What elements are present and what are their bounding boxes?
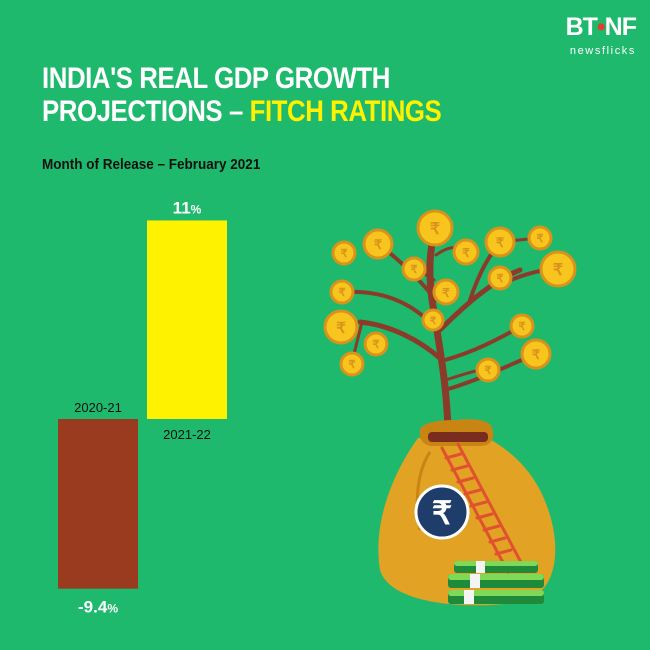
coin-icon: ₹ xyxy=(484,226,516,258)
svg-text:₹: ₹ xyxy=(430,221,440,238)
bar-2020-21 xyxy=(58,419,138,589)
chart-title: INDIA'S REAL GDP GROWTH PROJECTIONS – FI… xyxy=(42,62,442,128)
logo-brand-left: BT xyxy=(565,13,598,41)
category-label-2020-21: 2020-21 xyxy=(74,400,122,415)
bar-2021-22 xyxy=(147,220,227,419)
logo-tagline: newsflicks xyxy=(569,45,636,57)
svg-text:₹: ₹ xyxy=(462,246,470,260)
svg-text:₹: ₹ xyxy=(519,321,526,333)
value-label-2021-22: 11% xyxy=(173,198,202,217)
rupee-symbol: ₹ xyxy=(432,495,452,531)
coin-icon: ₹ xyxy=(475,357,501,383)
coin-icon: ₹ xyxy=(331,240,357,266)
svg-text:₹: ₹ xyxy=(537,233,544,245)
svg-text:₹: ₹ xyxy=(349,359,356,371)
svg-text:₹: ₹ xyxy=(339,287,346,299)
coin-icon: ₹ xyxy=(539,250,577,288)
rupee-tag-icon: ₹ xyxy=(414,484,470,540)
coin-icon: ₹ xyxy=(452,238,480,266)
title-line-1: INDIA'S REAL GDP GROWTH xyxy=(42,62,390,95)
logo-brand-right: NF xyxy=(604,13,637,41)
svg-text:₹: ₹ xyxy=(532,347,541,362)
coin-icon: ₹ xyxy=(421,308,445,332)
logo: BT•NF newsflicks xyxy=(544,13,637,64)
svg-text:₹: ₹ xyxy=(411,264,418,276)
ladder-icon xyxy=(440,442,526,574)
logo-brand-dot: • xyxy=(596,13,606,41)
coin-icon: ₹ xyxy=(363,331,389,357)
svg-text:₹: ₹ xyxy=(374,237,383,252)
svg-text:₹: ₹ xyxy=(442,286,450,300)
title-line-2: PROJECTIONS – xyxy=(42,95,250,128)
coin-icon: ₹ xyxy=(416,209,454,247)
svg-text:₹: ₹ xyxy=(497,273,504,285)
coin-icon: ₹ xyxy=(362,228,394,260)
svg-text:₹: ₹ xyxy=(496,235,505,250)
svg-text:₹: ₹ xyxy=(485,365,492,377)
title-highlight: FITCH RATINGS xyxy=(249,95,442,128)
coin-icon: ₹ xyxy=(487,265,513,291)
coin-icon: ₹ xyxy=(527,225,553,251)
svg-text:₹: ₹ xyxy=(430,316,437,327)
coin-icon: ₹ xyxy=(509,313,535,339)
coin-icon: ₹ xyxy=(323,309,359,345)
coin-icon: ₹ xyxy=(329,279,355,305)
svg-text:₹: ₹ xyxy=(336,320,346,337)
svg-text:₹: ₹ xyxy=(553,262,563,279)
logo-brand: BT•NF xyxy=(565,13,637,41)
value-label-2020-21: -9.4% xyxy=(78,598,118,617)
category-label-2021-22: 2021-22 xyxy=(163,427,211,442)
cash-stack-icon xyxy=(448,561,544,604)
svg-text:₹: ₹ xyxy=(341,248,348,260)
coin-icon: ₹ xyxy=(339,351,365,377)
coin-icon: ₹ xyxy=(432,278,460,306)
svg-text:₹: ₹ xyxy=(373,339,380,351)
chart-subtitle: Month of Release – February 2021 xyxy=(42,156,261,173)
coin-icons: ₹ ₹ ₹ ₹ ₹ ₹ ₹ ₹ ₹ ₹ ₹ ₹ ₹ ₹ ₹ ₹ ₹ ₹ xyxy=(323,209,577,383)
coin-icon: ₹ xyxy=(401,256,427,282)
coin-icon: ₹ xyxy=(520,338,552,370)
